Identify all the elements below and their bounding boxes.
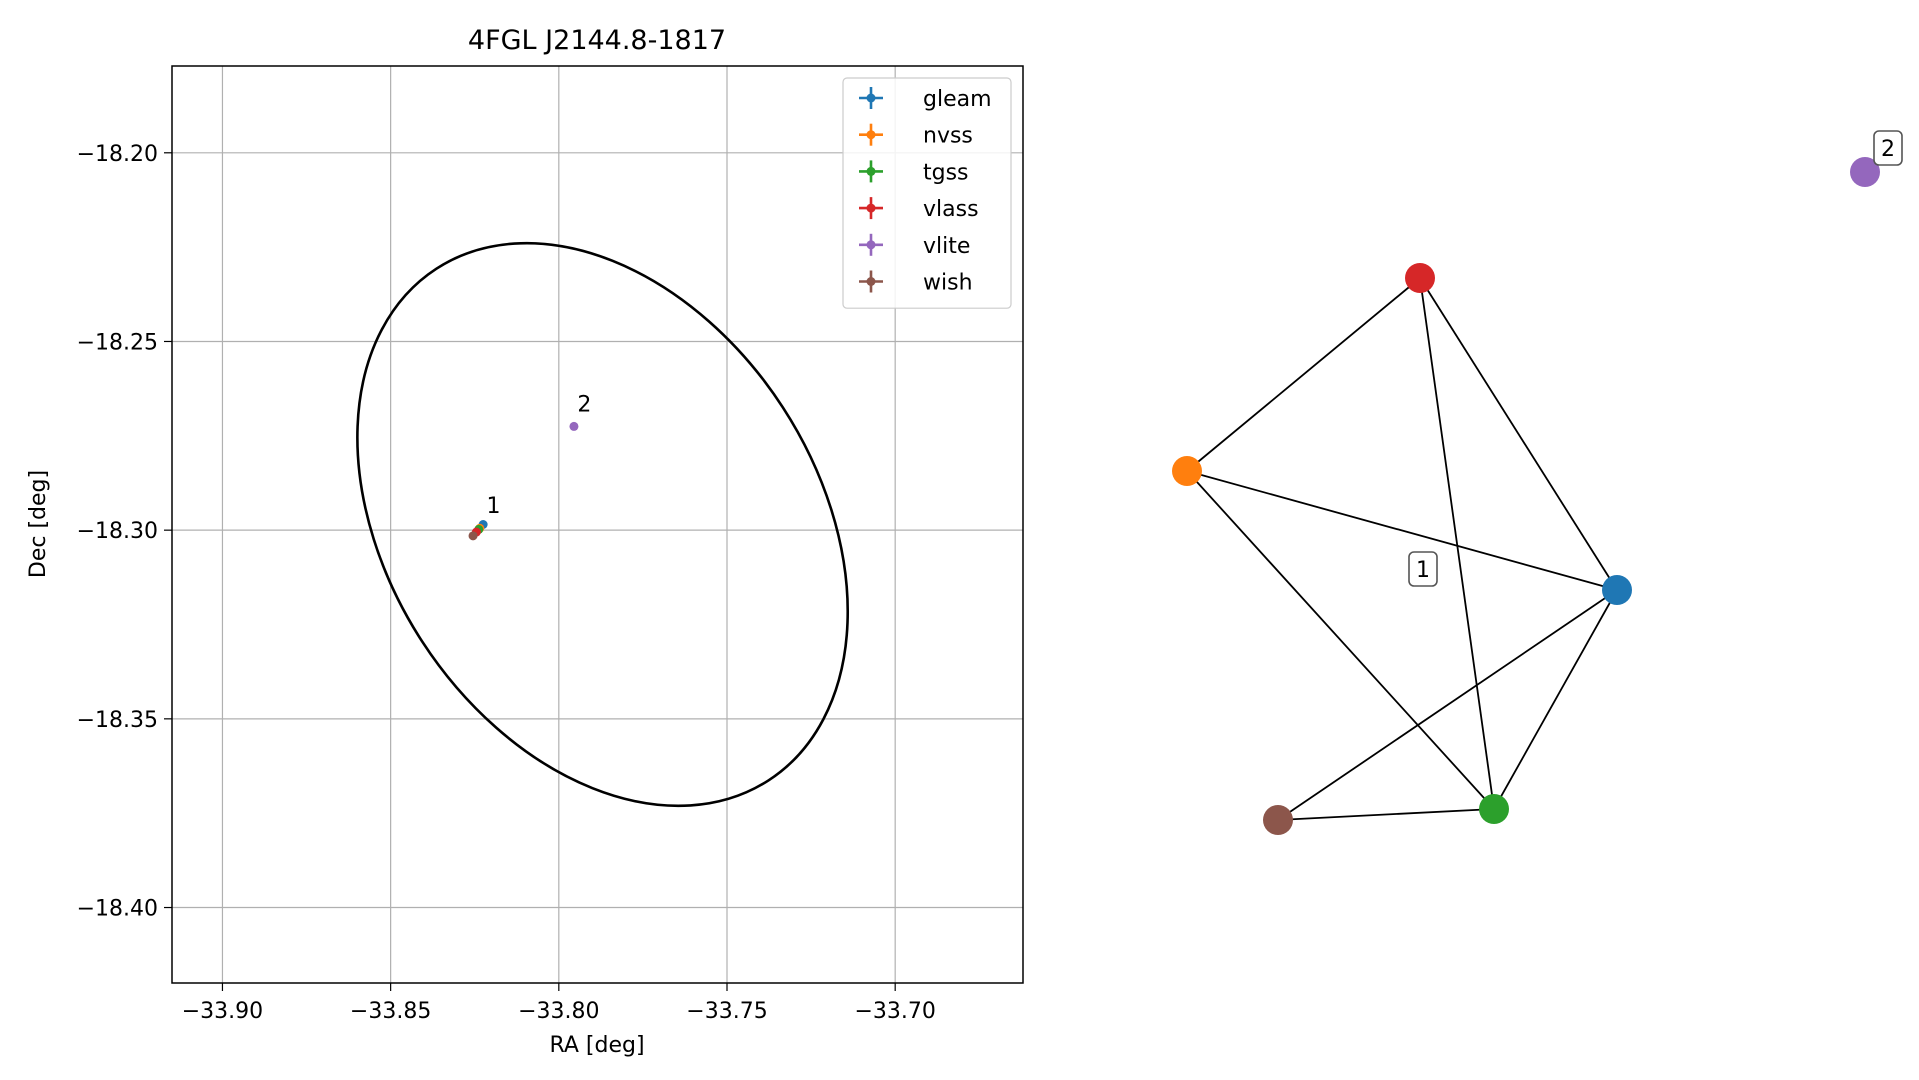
node-wish[interactable] <box>1263 805 1293 835</box>
error-ellipse <box>356 241 850 808</box>
edge-wish-tgss <box>1277 808 1495 821</box>
y-tick-label: −18.40 <box>77 897 158 922</box>
y-axis-label: Dec [deg] <box>26 470 51 578</box>
points-layer <box>468 421 579 541</box>
legend-item-tgss[interactable]: tgss <box>859 160 969 185</box>
legend-item-wish[interactable]: wish <box>859 270 973 296</box>
legend-item-vlite[interactable]: vlite <box>859 233 970 259</box>
axes-frame <box>171 65 1024 984</box>
y-tick-label: −18.30 <box>77 519 158 544</box>
node-tgss[interactable] <box>1479 794 1509 824</box>
chart-title: 4FGL J2144.8-1817 <box>468 25 726 56</box>
legend-label: wish <box>923 271 973 296</box>
x-axis-label: RA [deg] <box>549 1033 644 1058</box>
legend-marker <box>859 197 883 220</box>
grid-layer <box>172 66 1023 983</box>
legend-label: nvss <box>923 124 973 149</box>
legend-item-nvss[interactable]: nvss <box>859 123 973 149</box>
node-nvss[interactable] <box>1172 456 1202 486</box>
nodes-layer <box>1172 157 1880 835</box>
legend-item-gleam[interactable]: gleam <box>859 87 992 112</box>
legend-label: tgss <box>923 160 969 185</box>
legend-marker <box>859 233 883 256</box>
svg-text:2: 2 <box>1881 137 1895 162</box>
data-point-wish <box>468 531 478 541</box>
data-point-vlite <box>569 421 579 431</box>
cluster-label-layer: 12 <box>1408 130 1903 587</box>
y-tick-label: −18.35 <box>77 708 158 733</box>
scatter-panel: 12 −33.90 −33.85 −33.80 −33.75 −33.70−18.20−… <box>26 25 1024 1058</box>
edge-nvss-tgss <box>1186 470 1495 810</box>
x-tick-label: −33.85 <box>350 999 431 1024</box>
legend-label: vlass <box>923 197 979 222</box>
legend-marker <box>859 270 883 293</box>
ticks-layer: −33.90 −33.85 −33.80 −33.75 −33.70 −18.20 −18.… <box>77 142 936 1024</box>
edge-gleam-wish <box>1277 589 1618 821</box>
x-tick-label: −33.75 <box>686 999 767 1024</box>
annotation-layer: 12 <box>487 392 592 519</box>
edge-gleam-tgss <box>1493 589 1618 810</box>
edge-vlass-gleam <box>1419 277 1618 591</box>
legend-marker <box>859 160 883 183</box>
x-tick-label: −33.80 <box>518 999 599 1024</box>
point-annotation: 1 <box>487 494 501 519</box>
edge-vlass-tgss <box>1419 277 1495 810</box>
y-tick-label: −18.20 <box>77 142 158 167</box>
cluster-label-2: 2 <box>1873 130 1903 166</box>
legend-label: gleam <box>923 87 992 112</box>
network-panel: 12 <box>1172 130 1903 835</box>
point-annotation: 2 <box>577 392 591 417</box>
edge-vlass-nvss <box>1186 277 1421 472</box>
ellipse-layer <box>356 241 850 808</box>
svg-text:1: 1 <box>1416 558 1430 583</box>
node-vlass[interactable] <box>1405 263 1435 293</box>
y-tick-label: −18.25 <box>77 330 158 355</box>
legend-box <box>842 77 1012 309</box>
legend-marker <box>859 123 883 146</box>
node-vlite[interactable] <box>1850 157 1880 187</box>
edges-layer <box>1186 277 1618 821</box>
edge-nvss-gleam <box>1186 470 1618 591</box>
x-tick-label: −33.90 <box>182 999 263 1024</box>
legend-label: vlite <box>923 234 970 259</box>
cluster-label-1: 1 <box>1408 551 1438 587</box>
legend-marker <box>859 87 883 109</box>
x-tick-label: −33.70 <box>854 999 935 1024</box>
legend-item-vlass[interactable]: vlass <box>859 197 979 222</box>
node-gleam[interactable] <box>1602 575 1632 605</box>
legend[interactable]: gleam nvss tgss vlass vlite wish <box>842 77 1012 309</box>
